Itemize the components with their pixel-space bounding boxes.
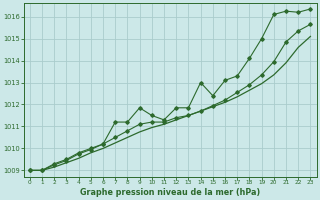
- X-axis label: Graphe pression niveau de la mer (hPa): Graphe pression niveau de la mer (hPa): [80, 188, 260, 197]
